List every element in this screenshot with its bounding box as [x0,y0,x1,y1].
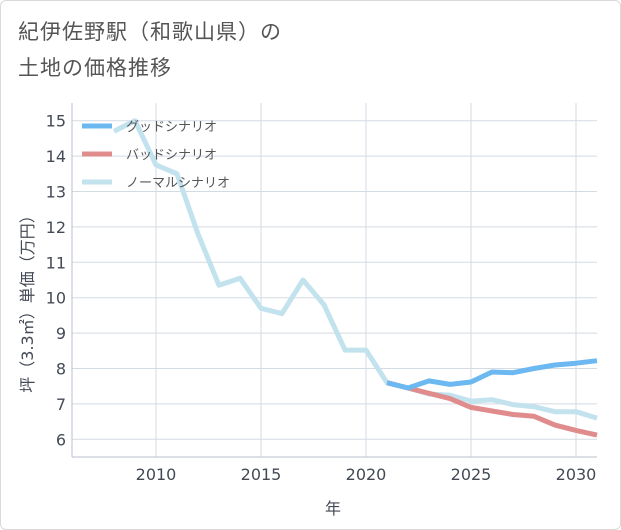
y-tick-label: 10 [46,289,66,308]
chart-title-line-2: 土地の価格推移 [18,56,172,80]
legend-label: バッドシナリオ [126,148,217,163]
series-line-0 [386,358,598,391]
y-tick-label: 6 [56,430,66,449]
x-tick-label: 2010 [136,465,177,484]
series-lines [112,118,598,438]
x-tick-label: 2020 [346,465,387,484]
chart-title: 紀伊佐野駅（和歌山県）の 土地の価格推移 [18,14,282,86]
legend-label: グッドシナリオ [126,120,217,135]
axes [71,103,597,458]
series-line-2 [112,118,598,421]
legend-label: ノーマルシナリオ [126,176,230,191]
tick-labels: 6 7 8 9 10 11 12 13 14 15 2010 2015 2020 2025 2030 [46,112,597,484]
y-tick-label: 8 [56,360,66,379]
y-axis-label: 坪（3.3㎡）単価（万円） [18,207,37,392]
chart-title-line-1: 紀伊佐野駅（和歌山県）の [18,20,282,44]
y-tick-label: 7 [56,395,66,414]
y-tick-label: 13 [46,183,66,202]
y-tick-label: 15 [46,112,66,131]
y-tick-label: 9 [56,324,66,343]
series-line-1 [386,380,598,438]
x-tick-label: 2025 [451,465,492,484]
x-tick-label: 2030 [556,465,597,484]
y-tick-label: 11 [46,253,66,272]
y-tick-label: 12 [46,218,66,237]
y-tick-label: 14 [46,147,66,166]
x-tick-label: 2015 [241,465,282,484]
x-axis-label: 年 [325,499,341,518]
